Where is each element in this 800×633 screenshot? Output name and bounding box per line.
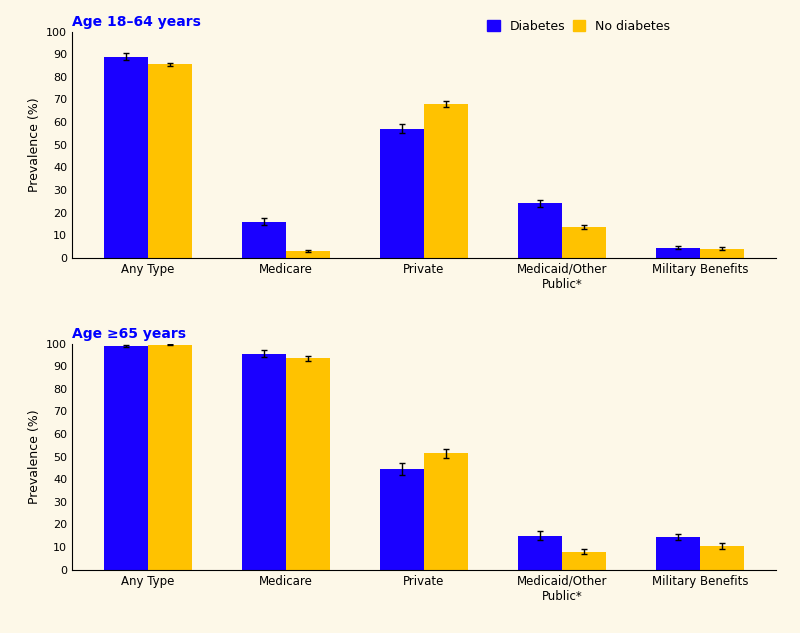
Bar xyxy=(380,469,424,570)
Bar xyxy=(656,248,700,258)
Bar xyxy=(148,345,192,570)
Bar xyxy=(562,551,606,570)
Bar xyxy=(562,227,606,258)
Bar xyxy=(104,56,148,258)
Bar xyxy=(424,104,468,258)
Text: Age ≥65 years: Age ≥65 years xyxy=(72,327,186,341)
Bar xyxy=(380,129,424,258)
Bar xyxy=(242,222,286,258)
Bar xyxy=(700,546,744,570)
Bar xyxy=(148,65,192,258)
Bar xyxy=(700,249,744,258)
Bar xyxy=(242,354,286,570)
Y-axis label: Prevalence (%): Prevalence (%) xyxy=(27,410,41,504)
Legend: Diabetes, No diabetes: Diabetes, No diabetes xyxy=(487,20,670,33)
Bar xyxy=(104,346,148,570)
Bar xyxy=(286,251,330,258)
Bar xyxy=(424,453,468,570)
Text: Age 18–64 years: Age 18–64 years xyxy=(72,15,201,29)
Bar xyxy=(656,537,700,570)
Y-axis label: Prevalence (%): Prevalence (%) xyxy=(27,97,41,192)
Bar xyxy=(286,358,330,570)
Bar xyxy=(518,536,562,570)
Bar xyxy=(518,203,562,258)
